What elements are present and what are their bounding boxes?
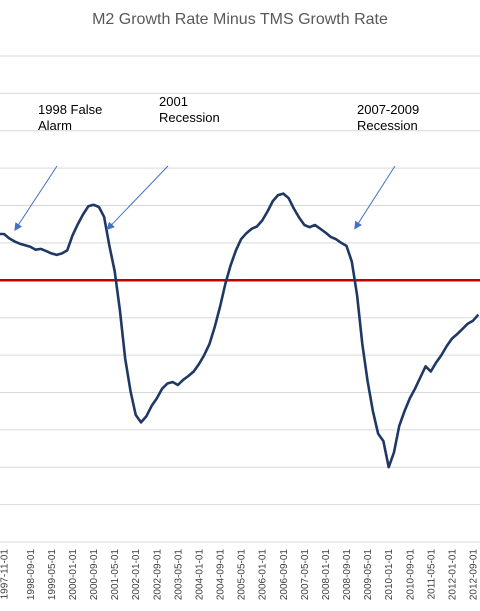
- x-tick-label: 2004-01-01: [195, 549, 206, 601]
- gridlines: [0, 55, 480, 543]
- x-tick-label: 2012-01-01: [447, 549, 458, 601]
- x-tick-label: 2003-05-01: [173, 549, 184, 601]
- x-tick-label: 1997-11-01: [0, 549, 11, 600]
- annotation-label: Recession: [357, 118, 418, 133]
- x-tick-label: 2009-05-01: [363, 549, 374, 601]
- x-tick-label: 2000-09-01: [89, 549, 100, 601]
- annotation-label: 2007-2009: [357, 102, 419, 117]
- x-tick-label: 2011-05-01: [426, 549, 437, 600]
- series-line: [0, 192, 480, 469]
- x-tick-label: 2006-01-01: [258, 549, 269, 601]
- annotation-label: Recession: [159, 110, 220, 125]
- annotation-label: 1998 False: [38, 102, 102, 117]
- annotation-arrow: [106, 165, 169, 231]
- x-axis-ticks: 1997-11-01 1998-09-01 1999-05-01 2000-01-01…: [0, 549, 480, 601]
- annotation-label: Alarm: [38, 118, 72, 133]
- x-tick-label: 2010-01-01: [384, 549, 395, 601]
- series: [0, 192, 480, 469]
- x-tick-label: 2008-09-01: [342, 549, 353, 601]
- x-tick-label: 2012-09-01: [469, 549, 480, 601]
- x-tick-label: 2007-05-01: [300, 549, 311, 601]
- x-tick-label: 2000-01-01: [68, 549, 79, 601]
- chart-title: M2 Growth Rate Minus TMS Growth Rate: [92, 11, 388, 28]
- x-tick-label: 1999-05-01: [47, 549, 58, 601]
- x-tick-label: 2005-05-01: [237, 549, 248, 601]
- annotation-arrow: [14, 165, 58, 232]
- x-tick-label: 2008-01-01: [321, 549, 332, 601]
- x-tick-label: 2001-05-01: [110, 549, 121, 601]
- x-tick-label: 2002-01-01: [131, 549, 142, 601]
- x-tick-label: 2006-09-01: [279, 549, 290, 601]
- x-tick-label: 2010-09-01: [405, 549, 416, 601]
- annotation-arrow: [354, 165, 396, 230]
- x-tick-label: 2002-09-01: [152, 549, 163, 601]
- annotations: 1998 FalseAlarm2001Recession2007-2009Rec…: [14, 94, 419, 232]
- x-tick-label: 1998-09-01: [26, 549, 37, 601]
- annotation-label: 2001: [159, 94, 188, 109]
- x-tick-label: 2004-09-01: [216, 549, 227, 601]
